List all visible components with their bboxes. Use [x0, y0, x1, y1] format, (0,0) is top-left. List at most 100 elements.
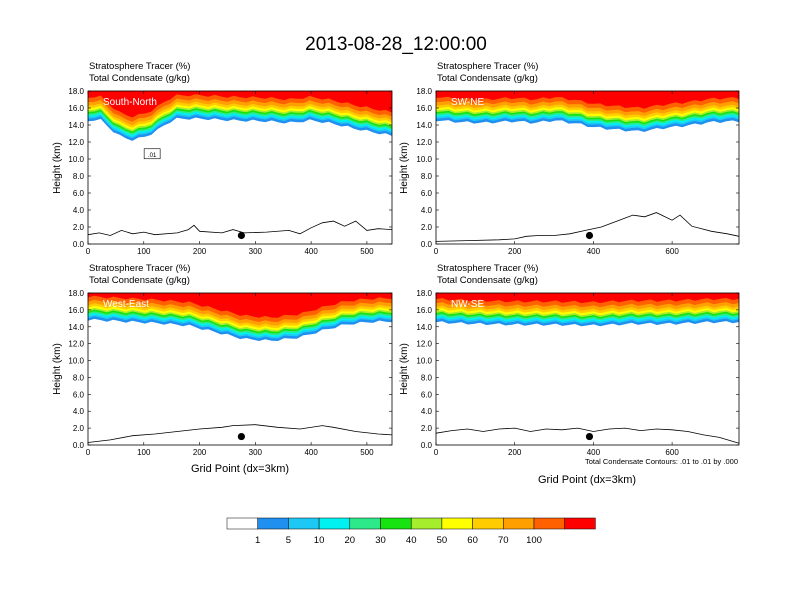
y-tick-label: 0.0 — [73, 240, 85, 249]
x-tick-label: 0 — [86, 448, 91, 457]
x-tick-label: 200 — [193, 448, 207, 457]
panel-subtitle-tracer: Stratosphere Tracer (%) — [437, 61, 538, 72]
y-tick-label: 4.0 — [421, 206, 433, 215]
tracer-band-level-11 — [436, 293, 739, 304]
plot-area — [87, 293, 393, 445]
y-tick-label: 2.0 — [73, 223, 85, 232]
contour-label-box — [143, 148, 161, 160]
x-tick-label: 600 — [665, 448, 679, 457]
x-tick-label: 400 — [587, 247, 601, 256]
plot-frame — [435, 90, 740, 245]
panel-subtitle-condensate: Total Condensate (g/kg) — [437, 275, 538, 286]
colorbar-label: 50 — [437, 535, 448, 546]
y-tick-label: 14.0 — [416, 121, 432, 130]
panel-label: West-East — [103, 299, 149, 310]
colorbar-swatch — [472, 517, 504, 530]
y-tick-label: 18.0 — [68, 87, 84, 96]
plot-frame — [435, 292, 740, 446]
x-tick-label: 600 — [665, 247, 679, 256]
y-tick-label: 16.0 — [68, 306, 84, 315]
y-tick-label: 8.0 — [421, 373, 433, 382]
colorbar-swatch — [564, 517, 596, 530]
tracer-band-level-11 — [88, 293, 392, 318]
y-tick-label: 12.0 — [68, 340, 84, 349]
colorbar-label: 10 — [314, 535, 325, 546]
panel-label: South-North — [103, 97, 157, 108]
plot-frame — [87, 90, 393, 245]
y-tick-label: 0.0 — [421, 441, 433, 450]
plot-frame — [87, 292, 393, 446]
y-tick-label: 14.0 — [68, 323, 84, 332]
location-marker — [237, 432, 245, 441]
y-tick-label: 16.0 — [416, 306, 432, 315]
colorbar-swatch — [288, 517, 320, 530]
x-tick-label: 0 — [434, 247, 439, 256]
y-tick-label: 14.0 — [68, 121, 84, 130]
y-tick-label: 12.0 — [416, 138, 432, 147]
panel-label: SW-NE — [451, 97, 484, 108]
panel-subtitle-tracer: Stratosphere Tracer (%) — [89, 61, 190, 72]
panel-subtitle-condensate: Total Condensate (g/kg) — [89, 275, 190, 286]
panel-subtitle-tracer: Stratosphere Tracer (%) — [437, 263, 538, 274]
x-tick-label: 500 — [360, 247, 374, 256]
y-tick-label: 18.0 — [68, 289, 84, 298]
y-axis-label: Height (km) — [52, 142, 63, 194]
colorbar-swatch — [533, 517, 565, 530]
y-tick-label: 8.0 — [73, 172, 85, 181]
colorbar-label: 60 — [467, 535, 478, 546]
colorbar: 1 5 10 20 30 40 50 60 70 100 — [226, 517, 596, 546]
panel-subtitle-condensate: Total Condensate (g/kg) — [89, 73, 190, 84]
colorbar-swatch — [503, 517, 535, 530]
colorbar-swatch — [318, 517, 351, 530]
colorbar-label: 5 — [286, 535, 291, 546]
y-axis-label: Height (km) — [52, 343, 63, 395]
x-tick-label: 0 — [86, 247, 91, 256]
terrain-line — [435, 212, 740, 242]
terrain-line — [435, 427, 740, 444]
colorbar-swatch — [349, 517, 381, 530]
x-tick-label: 400 — [304, 247, 318, 256]
x-tick-label: 0 — [434, 448, 439, 457]
panel-subtitle-tracer: Stratosphere Tracer (%) — [89, 263, 190, 274]
y-axis-label: Height (km) — [399, 343, 410, 395]
y-tick-label: 2.0 — [421, 424, 433, 433]
colorbar-label: 20 — [345, 535, 356, 546]
y-tick-label: 6.0 — [73, 390, 85, 399]
x-tick-label: 200 — [508, 448, 522, 457]
y-tick-label: 10.0 — [416, 357, 432, 366]
panel-west-east: Stratosphere Tracer (%) Total Condensate… — [52, 263, 393, 475]
plot-area — [435, 91, 740, 244]
y-tick-label: 18.0 — [416, 87, 432, 96]
y-tick-label: 6.0 — [421, 390, 433, 399]
y-tick-label: 8.0 — [73, 373, 85, 382]
y-tick-label: 12.0 — [416, 340, 432, 349]
y-tick-label: 10.0 — [416, 155, 432, 164]
y-tick-label: 10.0 — [68, 155, 84, 164]
colorbar-label: 30 — [375, 535, 386, 546]
colorbar-swatch — [410, 517, 443, 530]
x-tick-label: 400 — [587, 448, 601, 457]
y-tick-label: 2.0 — [73, 424, 85, 433]
contour-note: Total Condensate Contours: .01 to .01 by… — [585, 457, 738, 466]
contour-label: .01 — [148, 153, 157, 159]
x-tick-label: 500 — [360, 448, 374, 457]
x-tick-label: 300 — [249, 247, 263, 256]
x-tick-label: 200 — [508, 247, 522, 256]
x-tick-label: 400 — [304, 448, 318, 457]
panel-sw-ne: Stratosphere Tracer (%) Total Condensate… — [399, 61, 740, 256]
terrain-line — [87, 424, 393, 443]
y-axis-label: Height (km) — [399, 142, 410, 194]
colorbar-swatch — [380, 517, 412, 530]
y-tick-label: 4.0 — [73, 407, 85, 416]
main-title: 2013-08-28_12:00:00 — [305, 34, 487, 55]
y-tick-label: 2.0 — [421, 223, 433, 232]
panel-south-north: Stratosphere Tracer (%) Total Condensate… — [52, 61, 393, 256]
y-tick-label: 14.0 — [416, 323, 432, 332]
y-tick-label: 6.0 — [421, 189, 433, 198]
panel-subtitle-condensate: Total Condensate (g/kg) — [437, 73, 538, 84]
panel-nw-se: Stratosphere Tracer (%) Total Condensate… — [399, 263, 740, 486]
colorbar-label: 1 — [255, 535, 260, 546]
tracer-band-level-11 — [436, 91, 739, 109]
location-marker — [585, 432, 594, 441]
